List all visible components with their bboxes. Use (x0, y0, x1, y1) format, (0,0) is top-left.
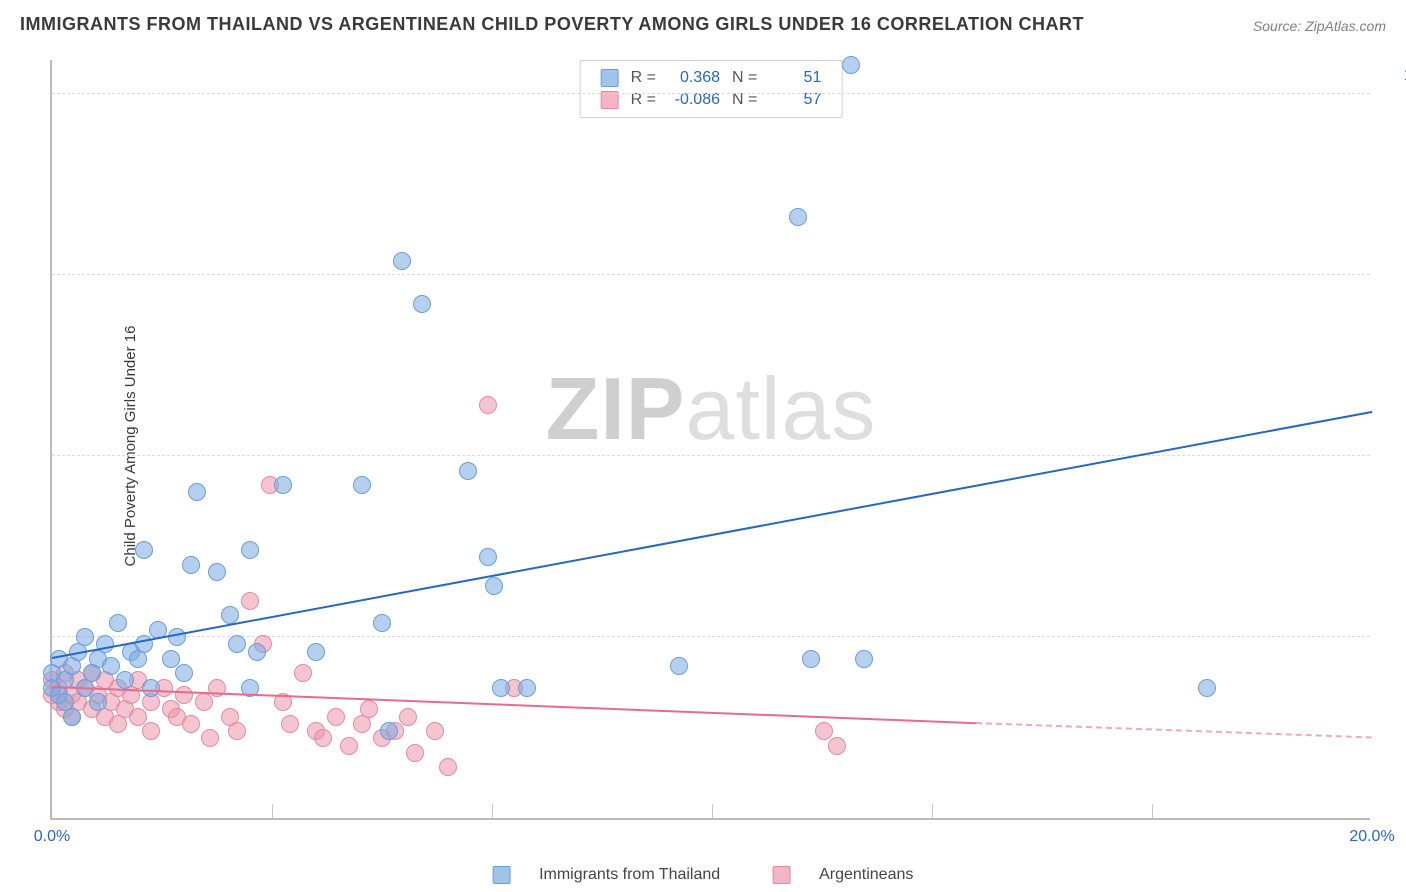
watermark-bold: ZIP (546, 359, 686, 458)
data-point (63, 708, 81, 726)
data-point (175, 686, 193, 704)
grid-line (52, 455, 1370, 456)
y-tick-label: 50.0% (1378, 429, 1406, 447)
data-point (459, 462, 477, 480)
r-label: R = (625, 67, 662, 89)
correlation-legend: R = 0.368 N = 51 R = -0.086 N = 57 (580, 60, 843, 118)
y-tick-label: 100.0% (1378, 67, 1406, 85)
data-point (102, 657, 120, 675)
data-point (162, 650, 180, 668)
chart-frame: IMMIGRANTS FROM THAILAND VS ARGENTINEAN … (0, 0, 1406, 892)
data-point (188, 483, 206, 501)
source-attribution: Source: ZipAtlas.com (1253, 18, 1386, 34)
x-minor-tick (1152, 804, 1153, 818)
data-point (815, 722, 833, 740)
trend-line (52, 411, 1372, 659)
data-point (241, 592, 259, 610)
grid-line (52, 636, 1370, 637)
data-point (479, 548, 497, 566)
data-point (373, 614, 391, 632)
x-minor-tick (712, 804, 713, 818)
data-point (426, 722, 444, 740)
data-point (168, 628, 186, 646)
bottom-label-thailand: Immigrants from Thailand (539, 866, 720, 883)
chart-title: IMMIGRANTS FROM THAILAND VS ARGENTINEAN … (20, 14, 1084, 35)
data-point (518, 679, 536, 697)
trend-line (976, 722, 1372, 738)
y-tick-label: 25.0% (1378, 610, 1406, 628)
data-point (855, 650, 873, 668)
legend-swatch-thailand (601, 69, 619, 87)
bottom-label-argentina: Argentineans (819, 866, 913, 883)
x-tick-label: 20.0% (1349, 828, 1394, 846)
data-point (802, 650, 820, 668)
data-point (327, 708, 345, 726)
data-point (228, 722, 246, 740)
data-point (294, 664, 312, 682)
data-point (399, 708, 417, 726)
data-point (248, 643, 266, 661)
watermark: ZIPatlas (546, 358, 877, 460)
grid-line (52, 93, 1370, 94)
data-point (307, 643, 325, 661)
data-point (175, 664, 193, 682)
data-point (353, 476, 371, 494)
data-point (340, 737, 358, 755)
y-tick-label: 75.0% (1378, 248, 1406, 266)
data-point (116, 671, 134, 689)
watermark-light: atlas (686, 359, 877, 458)
r-value-thailand: 0.368 (668, 69, 720, 87)
x-minor-tick (492, 804, 493, 818)
data-point (380, 722, 398, 740)
data-point (413, 295, 431, 313)
data-point (360, 700, 378, 718)
grid-line (52, 274, 1370, 275)
data-point (142, 679, 160, 697)
data-point (670, 657, 688, 675)
data-point (89, 693, 107, 711)
data-point (1198, 679, 1216, 697)
series-legend: Immigrants from Thailand Argentineans (469, 866, 938, 884)
data-point (406, 744, 424, 762)
data-point (109, 614, 127, 632)
data-point (135, 541, 153, 559)
x-tick-label: 0.0% (34, 828, 70, 846)
data-point (485, 577, 503, 595)
data-point (842, 56, 860, 74)
data-point (142, 722, 160, 740)
data-point (228, 635, 246, 653)
data-point (76, 628, 94, 646)
data-point (789, 208, 807, 226)
data-point (479, 396, 497, 414)
data-point (274, 476, 292, 494)
bottom-swatch-argentina (773, 866, 791, 884)
data-point (439, 758, 457, 776)
data-point (828, 737, 846, 755)
bottom-swatch-thailand (493, 866, 511, 884)
x-minor-tick (272, 804, 273, 818)
data-point (96, 635, 114, 653)
data-point (492, 679, 510, 697)
data-point (281, 715, 299, 733)
n-label: N = (726, 67, 763, 89)
data-point (195, 693, 213, 711)
data-point (129, 708, 147, 726)
n-value-thailand: 51 (769, 69, 821, 87)
data-point (393, 252, 411, 270)
x-minor-tick (932, 804, 933, 818)
data-point (182, 715, 200, 733)
data-point (201, 729, 219, 747)
data-point (208, 563, 226, 581)
plot-area: ZIPatlas R = 0.368 N = 51 R = -0.086 N =… (50, 60, 1370, 820)
data-point (182, 556, 200, 574)
data-point (314, 729, 332, 747)
data-point (241, 541, 259, 559)
